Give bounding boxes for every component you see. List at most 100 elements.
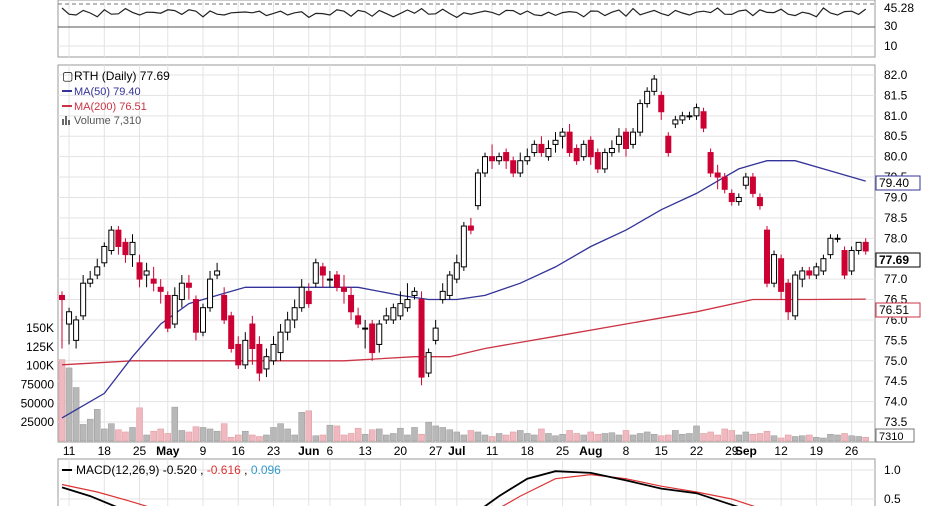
candle [834,234,841,243]
candle [524,148,531,165]
volume-bar [728,430,735,442]
volume-bar [509,431,517,442]
x-tick-label: 18 [521,444,535,458]
candle [848,246,855,276]
volume-bar [368,429,376,442]
volume-tick: 150K [26,321,54,335]
candle [397,291,404,320]
candle [693,103,700,120]
candle [707,148,714,178]
volume-bar [206,428,214,442]
volume-bar [481,434,489,442]
volume-bar [270,427,277,442]
volume-bar [326,424,334,442]
x-tick-label: 6 [327,444,334,458]
volume-bar [108,423,115,442]
candle [326,270,333,288]
candle [785,279,792,320]
candle [623,128,629,157]
volume-bar [404,434,411,442]
volume-badge: 7310 [875,428,915,443]
candle [637,99,644,137]
candle [235,336,242,369]
volume-bar [249,434,256,442]
macd-line [61,470,739,506]
volume-bar [115,429,122,442]
svg-text:76.51: 76.51 [879,303,909,317]
volume-bar [86,418,94,442]
price-tick: 78.0 [884,231,908,245]
x-tick-label: 20 [394,444,408,458]
volume-bar [517,430,524,442]
candle [630,128,637,149]
volume-bar [643,431,651,442]
legend-volume: Volume 7,310 [74,115,141,127]
price-tick: 79.0 [884,190,908,204]
candle [686,111,693,120]
volume-bar [658,435,665,442]
candle [80,275,87,320]
volume-bar [319,434,327,442]
candle [510,156,517,178]
volume-bar [763,430,771,442]
volume-bar [629,434,637,442]
volume-bar [601,433,609,442]
macd-signal-line [61,473,755,506]
price-tick: 78.5 [884,211,908,225]
volume-bar [340,434,348,442]
volume-bar [791,436,799,442]
candle [333,270,340,292]
volume-bar [587,431,594,442]
candle [66,307,73,345]
candle [552,132,559,153]
volume-bar [418,433,425,442]
volume-bar [361,433,369,442]
volume-bar [679,433,686,442]
candle [94,258,101,280]
price-tick: 74.0 [884,395,908,409]
candle [122,238,129,263]
candle [291,299,298,329]
x-tick-label: Jul [448,444,465,458]
volume-bar [446,429,453,442]
volume-bar [665,434,672,442]
candle [742,172,749,190]
candle [651,75,658,96]
volume-bar [770,435,778,442]
candle [432,319,439,345]
candle [136,254,143,288]
x-tick-label: 23 [267,444,281,458]
volume-bar [467,430,475,442]
volume-bar [813,436,820,442]
candle [298,279,305,312]
candle [73,315,80,349]
volume-bar [256,436,263,442]
volume-bar [79,424,87,442]
candle [87,270,94,288]
x-tick-label: 15 [655,444,669,458]
x-tick-label: 27 [429,444,443,458]
candle [171,287,178,329]
ma200-badge: 76.51 [875,302,921,318]
price-tick: 80.5 [884,129,908,143]
volume-bar [242,430,249,442]
candle [453,254,460,284]
volume-bar [615,434,623,442]
volume-bar [312,435,320,442]
candle [446,270,453,300]
volume-bar [101,428,108,442]
volume-bars [58,359,869,442]
volume-bar [376,428,383,442]
candle [341,275,347,304]
x-tick-label: 9 [200,444,207,458]
price-tick: 74.5 [884,374,908,388]
volume-tick: 50000 [21,396,55,410]
candle [460,221,467,271]
volume-icon [62,116,70,125]
candle [178,275,185,308]
candle [841,246,848,280]
candle [474,168,481,210]
candle [728,189,735,206]
volume-bar [178,430,186,442]
